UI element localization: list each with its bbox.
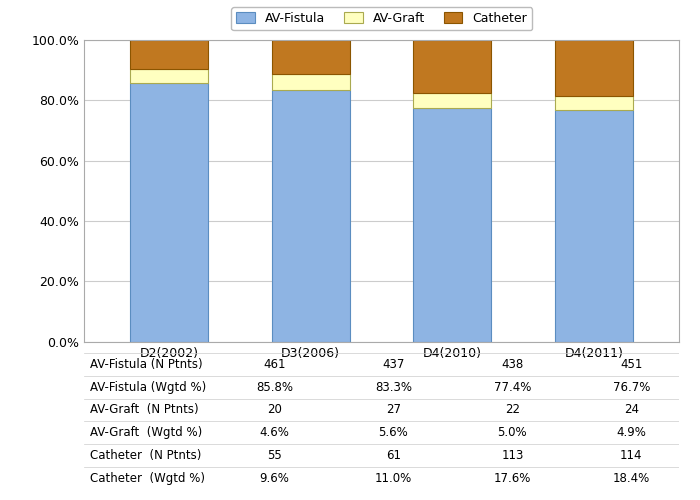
Text: 61: 61 (386, 449, 401, 462)
Bar (555, 96, 633, 110)
Bar (414, 40, 491, 93)
Text: 22: 22 (505, 404, 520, 416)
Text: 85.8%: 85.8% (256, 380, 293, 394)
Text: 9.6%: 9.6% (260, 472, 289, 485)
Text: 17.6%: 17.6% (494, 472, 531, 485)
Text: 24: 24 (624, 404, 639, 416)
Text: Catheter  (Wgtd %): Catheter (Wgtd %) (90, 472, 205, 485)
Bar (272, 90, 349, 342)
Bar (555, 40, 633, 96)
Text: 114: 114 (620, 449, 643, 462)
Text: 27: 27 (386, 404, 401, 416)
Bar (130, 40, 208, 69)
Text: 5.0%: 5.0% (498, 426, 527, 440)
Text: 83.3%: 83.3% (375, 380, 412, 394)
Text: 77.4%: 77.4% (494, 380, 531, 394)
Bar (130, 69, 208, 83)
Text: Catheter  (N Ptnts): Catheter (N Ptnts) (90, 449, 202, 462)
Bar (414, 108, 491, 342)
Text: 437: 437 (382, 358, 405, 370)
Text: AV-Graft  (Wgtd %): AV-Graft (Wgtd %) (90, 426, 202, 440)
Bar (414, 93, 491, 108)
Bar (130, 83, 208, 342)
Text: 76.7%: 76.7% (612, 380, 650, 394)
Text: 5.6%: 5.6% (379, 426, 408, 440)
Text: AV-Fistula (Wgtd %): AV-Fistula (Wgtd %) (90, 380, 206, 394)
Text: 113: 113 (501, 449, 524, 462)
Text: 4.6%: 4.6% (260, 426, 289, 440)
Text: 461: 461 (263, 358, 286, 370)
Text: 20: 20 (267, 404, 282, 416)
Text: 438: 438 (501, 358, 524, 370)
Bar (272, 74, 349, 90)
Text: 451: 451 (620, 358, 643, 370)
Text: AV-Graft  (N Ptnts): AV-Graft (N Ptnts) (90, 404, 199, 416)
Bar (272, 40, 349, 74)
Text: 4.9%: 4.9% (617, 426, 646, 440)
Text: 18.4%: 18.4% (612, 472, 650, 485)
Text: 55: 55 (267, 449, 282, 462)
Text: 11.0%: 11.0% (374, 472, 412, 485)
Text: AV-Fistula (N Ptnts): AV-Fistula (N Ptnts) (90, 358, 202, 370)
Bar (555, 110, 633, 342)
Legend: AV-Fistula, AV-Graft, Catheter: AV-Fistula, AV-Graft, Catheter (231, 7, 532, 30)
